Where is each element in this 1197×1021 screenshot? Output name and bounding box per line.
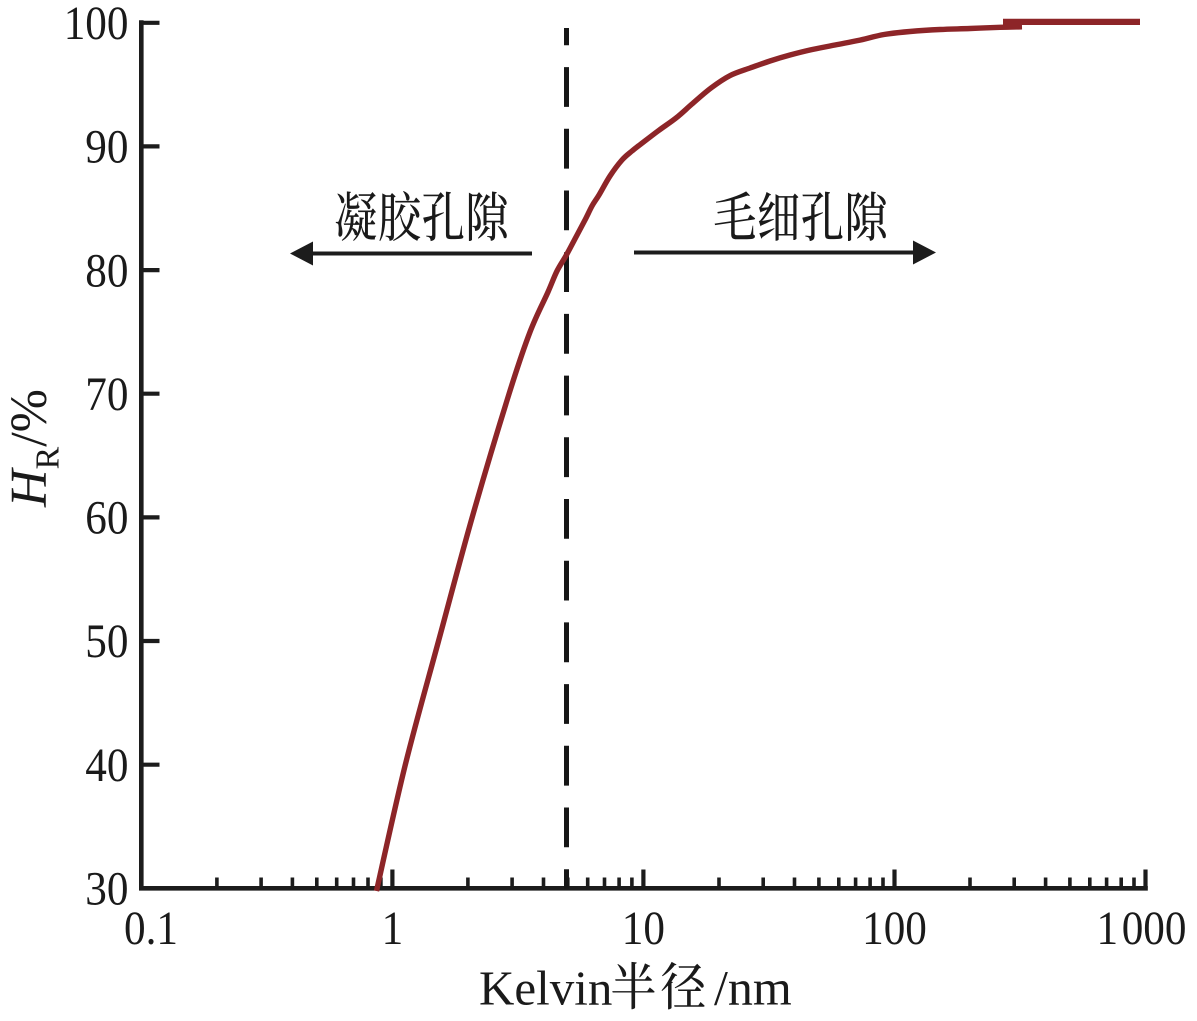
svg-text:/nm: /nm xyxy=(714,960,792,1016)
svg-text:10: 10 xyxy=(622,901,665,955)
svg-text:100: 100 xyxy=(862,901,927,955)
svg-text:60: 60 xyxy=(85,491,128,545)
svg-text:100: 100 xyxy=(64,0,129,50)
svg-text:1000: 1000 xyxy=(1097,901,1187,955)
svg-text:90: 90 xyxy=(85,120,128,174)
svg-text:Kelvin: Kelvin xyxy=(479,961,612,1016)
svg-text:0.1: 0.1 xyxy=(124,901,178,955)
svg-text:80: 80 xyxy=(85,243,128,297)
svg-text:30: 30 xyxy=(85,861,128,915)
svg-text:HR/%: HR/% xyxy=(1,389,67,508)
svg-text:50: 50 xyxy=(85,614,128,668)
svg-text:1: 1 xyxy=(382,901,404,955)
svg-text:40: 40 xyxy=(85,738,128,792)
svg-text:70: 70 xyxy=(85,367,128,421)
